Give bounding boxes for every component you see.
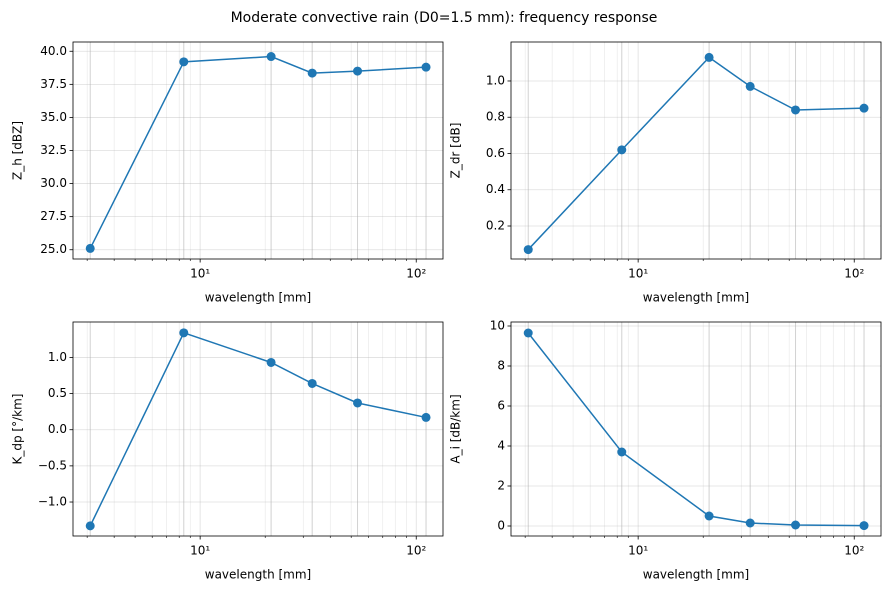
axes-frame [72, 321, 444, 537]
point [859, 521, 869, 531]
point [266, 52, 276, 62]
x-tick-label: 10² [844, 267, 864, 281]
point [307, 68, 317, 78]
y-tick-label: 40.0 [40, 44, 67, 58]
x-axis-label: wavelength [mm] [643, 568, 749, 582]
point [704, 52, 714, 62]
y-tick-label: 8 [497, 359, 505, 373]
line [527, 56, 865, 251]
figure-title: Moderate convective rain (D0=1.5 mm): fr… [231, 10, 658, 26]
y-tick-label: 0.6 [486, 146, 505, 160]
y-tick-label: 35.0 [40, 110, 67, 124]
x-axis-label: wavelength [mm] [643, 291, 749, 305]
subplot: 10¹ 10² 0 2 4 6 8 10 wavelength [mm] A_i [dB/km] [449, 319, 882, 582]
y-tick-label: 2 [497, 479, 505, 493]
point [617, 447, 627, 457]
y-tick-label: 25.0 [40, 242, 67, 256]
y-tick-label: 1.0 [486, 73, 505, 87]
point [179, 57, 189, 67]
y-tick-label: 0.8 [486, 110, 505, 124]
y-axis-label: K_dp [°/km] [11, 394, 25, 465]
point [266, 357, 276, 367]
y-tick-label: 0.4 [486, 182, 505, 196]
x-axis-label: wavelength [mm] [205, 291, 311, 305]
y-tick-label: 27.5 [40, 209, 67, 223]
point [745, 81, 755, 91]
x-tick-label: 10² [406, 267, 426, 281]
line [89, 331, 427, 527]
point [791, 520, 801, 530]
y-axis-label: Z_dr [dB] [449, 123, 463, 179]
subplot: 10¹ 10² 25.0 27.5 30.0 32.5 35.0 37.5 40.0 wavele… [11, 41, 444, 305]
y-tick-label: 0.2 [486, 219, 505, 233]
x-tick-label: 10¹ [628, 267, 648, 281]
y-tick-label: 30.0 [40, 176, 67, 190]
x-axis-label: wavelength [mm] [205, 568, 311, 582]
point [353, 398, 363, 408]
point [523, 245, 533, 255]
x-tick-label: 10¹ [628, 544, 648, 558]
y-tick-label: 0 [497, 519, 505, 533]
y-tick-label: 6 [497, 399, 505, 413]
x-tick-label: 10¹ [190, 544, 210, 558]
y-tick-label: −0.5 [38, 458, 67, 472]
subplot: 10¹ 10² 0.2 0.4 0.6 0.8 1.0 wavelength [mm] Z_dr… [449, 41, 882, 305]
point [421, 412, 431, 422]
axes-frame [72, 41, 444, 260]
point [179, 328, 189, 338]
y-tick-label: −1.0 [38, 495, 67, 509]
point [791, 105, 801, 115]
x-tick-label: 10² [844, 544, 864, 558]
point [859, 103, 869, 113]
point [745, 518, 755, 528]
subplot: 10¹ 10² −1.0 −0.5 0.0 0.5 1.0 wavelength [mm] K_… [11, 321, 444, 582]
point [523, 328, 533, 338]
y-tick-label: 32.5 [40, 143, 67, 157]
line [89, 55, 427, 249]
line [527, 332, 865, 527]
y-tick-label: 0.0 [48, 422, 67, 436]
y-axis-label: A_i [dB/km] [449, 394, 463, 463]
point [617, 145, 627, 155]
x-tick-label: 10¹ [190, 267, 210, 281]
y-tick-label: 1.0 [48, 350, 67, 364]
y-axis-label: Z_h [dBZ] [11, 121, 25, 180]
point [307, 378, 317, 388]
y-tick-label: 10 [490, 319, 505, 333]
point [704, 511, 714, 521]
axes-frame [510, 321, 882, 537]
point [421, 62, 431, 72]
y-tick-label: 37.5 [40, 77, 67, 91]
y-tick-label: 0.5 [48, 386, 67, 400]
point [85, 243, 95, 253]
x-tick-label: 10² [406, 544, 426, 558]
point [353, 66, 363, 76]
axes-frame [510, 41, 882, 260]
point [85, 521, 95, 531]
y-tick-label: 4 [497, 439, 505, 453]
